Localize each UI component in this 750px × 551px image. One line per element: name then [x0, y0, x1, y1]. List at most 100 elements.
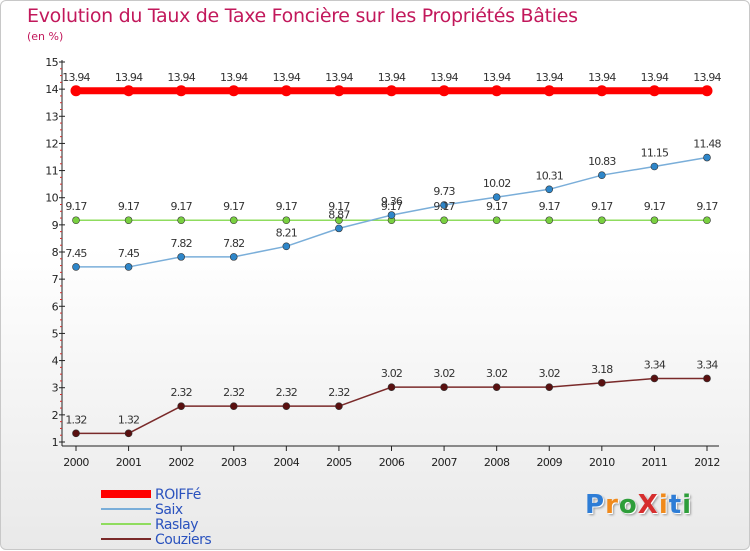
data-point: [177, 402, 185, 410]
data-label: 13.94: [588, 71, 616, 84]
y-tick-label: 13: [45, 110, 58, 123]
data-point: [650, 162, 659, 171]
data-label: 2.32: [223, 386, 244, 399]
data-point: [72, 216, 80, 225]
data-point: [228, 85, 240, 97]
legend-label: ROIFFé: [155, 487, 201, 503]
data-point: [492, 216, 501, 225]
data-label: 2.32: [171, 386, 192, 399]
legend-label: Raslay: [155, 517, 198, 533]
data-label: 13.94: [693, 71, 721, 84]
y-tick-label: 5: [52, 327, 59, 340]
data-point: [177, 253, 185, 261]
data-label: 13.94: [483, 71, 511, 84]
data-label: 7.45: [118, 247, 140, 260]
data-point: [492, 383, 501, 391]
data-label: 9.17: [486, 200, 508, 213]
logo-letter: i: [658, 490, 669, 520]
data-point: [229, 216, 238, 225]
data-label: 10.02: [483, 177, 511, 190]
y-tick-label: 2: [52, 409, 58, 422]
logo-letter: o: [618, 490, 638, 520]
data-label: 3.02: [486, 367, 507, 380]
x-tick-label: 2002: [168, 456, 194, 469]
data-point: [280, 85, 292, 97]
data-label: 9.17: [644, 200, 666, 213]
data-label: 9.17: [539, 200, 561, 213]
data-point: [703, 374, 711, 383]
y-tick-label: 10: [45, 192, 58, 205]
data-label: 7.82: [223, 237, 244, 250]
data-point: [387, 211, 396, 219]
x-tick-label: 2001: [116, 456, 142, 469]
data-label: 3.34: [696, 358, 718, 371]
data-point: [440, 201, 448, 209]
y-tick-label: 3: [52, 382, 59, 395]
data-label: 9.73: [433, 185, 455, 198]
data-point: [545, 383, 554, 391]
data-point: [72, 429, 80, 438]
x-tick-label: 2010: [589, 456, 615, 469]
x-tick-label: 2000: [63, 456, 89, 469]
data-label: 10.83: [588, 155, 616, 168]
x-tick-label: 2004: [274, 456, 300, 469]
data-point: [703, 216, 711, 225]
data-label: 13.94: [115, 71, 143, 84]
data-label: 3.18: [591, 363, 613, 376]
data-point: [598, 216, 606, 225]
data-point: [598, 171, 606, 179]
data-point: [596, 85, 608, 97]
data-label: 8.21: [276, 226, 297, 239]
data-point: [701, 85, 713, 97]
data-label: 9.36: [381, 195, 403, 208]
data-label: 10.31: [536, 169, 564, 182]
data-label: 1.32: [118, 413, 139, 426]
data-label: 9.17: [696, 200, 718, 213]
data-point: [282, 216, 291, 225]
data-label: 13.94: [378, 71, 406, 84]
data-label: 9.17: [276, 200, 298, 213]
data-label: 11.48: [693, 138, 721, 151]
data-point: [650, 374, 659, 383]
data-point: [70, 85, 82, 97]
data-label: 13.94: [641, 71, 669, 84]
x-tick-label: 2007: [431, 456, 457, 469]
logo-letter: X: [637, 490, 659, 520]
data-point: [650, 216, 659, 225]
data-point: [386, 85, 397, 97]
chart-title: Evolution du Taux de Taxe Foncière sur l…: [27, 5, 578, 27]
y-tick-label: 12: [45, 137, 58, 150]
data-point: [438, 85, 450, 97]
logo-letter: t: [668, 490, 683, 520]
data-point: [598, 379, 606, 387]
data-point: [545, 216, 554, 225]
data-point: [229, 402, 238, 410]
data-label: 13.94: [430, 71, 458, 84]
data-label: 13.94: [220, 71, 248, 84]
y-tick-label: 6: [52, 300, 59, 313]
x-tick-label: 2008: [484, 456, 510, 469]
data-point: [440, 216, 448, 225]
x-tick-label: 2011: [642, 456, 668, 469]
data-label: 13.94: [273, 71, 301, 84]
data-label: 11.15: [641, 147, 669, 160]
x-tick-label: 2005: [326, 456, 352, 469]
data-point: [177, 216, 185, 225]
legend-label: Saix: [155, 502, 183, 518]
y-tick-label: 4: [52, 355, 59, 368]
data-label: 3.02: [433, 367, 454, 380]
data-point: [648, 85, 660, 97]
data-label: 3.02: [381, 367, 402, 380]
y-tick-label: 8: [52, 246, 59, 259]
data-label: 7.45: [65, 247, 87, 260]
data-point: [124, 216, 133, 225]
y-tick-label: 1: [52, 436, 58, 449]
data-point: [124, 429, 133, 438]
data-label: 9.17: [65, 200, 87, 213]
logo-letter: P: [585, 490, 606, 520]
logo-letter: r: [605, 490, 619, 520]
data-label: 13.94: [167, 71, 195, 84]
data-point: [335, 402, 343, 410]
